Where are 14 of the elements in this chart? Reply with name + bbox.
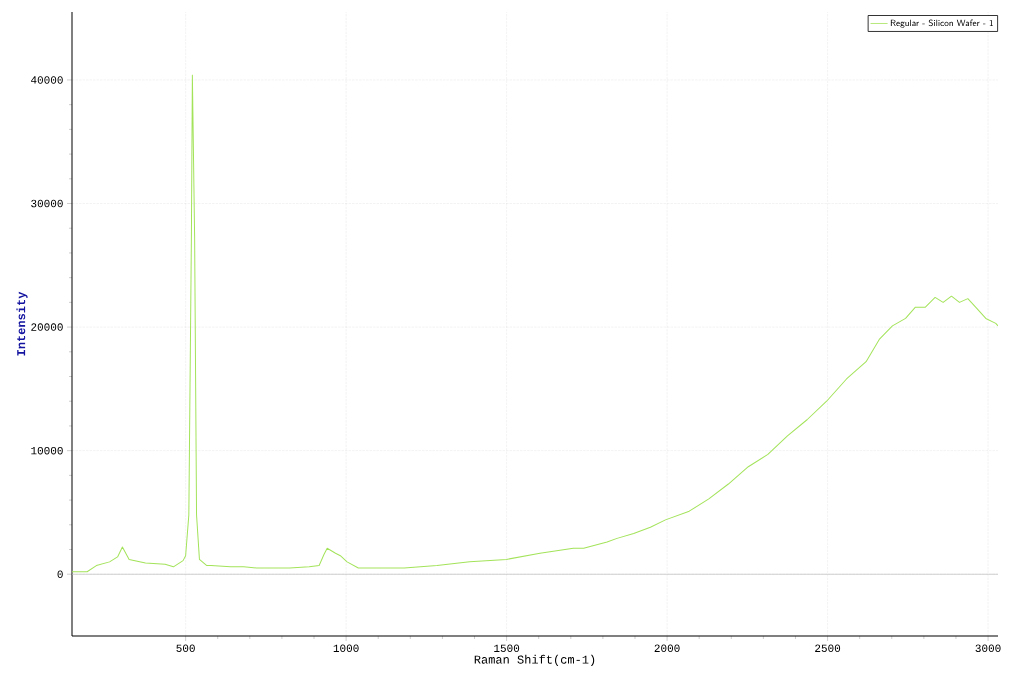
legend-label: Regular - Silicon Wafer - 1 <box>890 19 993 28</box>
y-tick-label: 30000 <box>31 199 63 208</box>
x-tick-label: 1500 <box>494 644 520 652</box>
y-tick-label: 0 <box>57 570 63 578</box>
x-tick-label: 3000 <box>975 644 1001 652</box>
y-tick-label: 40000 <box>31 76 63 84</box>
x-tick-label: 1000 <box>333 644 359 652</box>
y-axis-title: Intensity <box>16 291 28 356</box>
x-tick-label: 2500 <box>815 644 841 652</box>
y-tick-label: 10000 <box>31 446 63 455</box>
x-tick-label: 500 <box>176 644 195 652</box>
x-tick-label: 2000 <box>654 644 680 652</box>
x-axis-title: Raman Shift(cm-1) <box>474 654 595 667</box>
y-tick-label: 20000 <box>31 323 63 331</box>
